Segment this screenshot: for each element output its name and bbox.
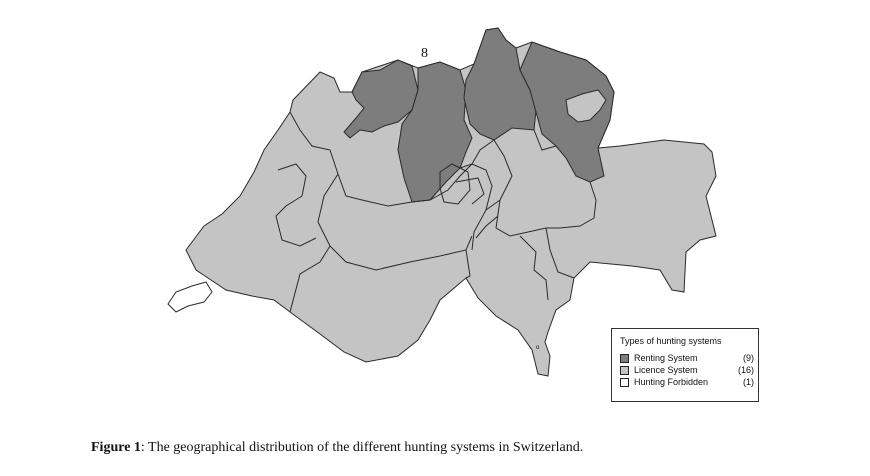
legend-label-forbidden: Hunting Forbidden — [634, 377, 709, 387]
canton-stgallen-thurgau-renting — [519, 41, 615, 183]
legend-item-forbidden: Hunting Forbidden (1) — [620, 377, 754, 388]
legend-item-renting: Renting System (9) — [620, 353, 754, 364]
legend-count-forbidden: (1) — [743, 377, 754, 387]
legend-swatch-forbidden — [620, 378, 629, 387]
canton-zurich-renting — [463, 27, 537, 141]
legend-label-renting: Renting System — [634, 353, 698, 363]
legend-count-renting: (9) — [743, 353, 754, 363]
legend-swatch-renting — [620, 354, 629, 363]
figure-caption-text: : The geographical distribution of the d… — [140, 440, 584, 455]
map-legend: Types of hunting systems Renting System … — [611, 328, 759, 402]
canton-geneva-forbidden — [167, 281, 213, 313]
canton-borders — [275, 111, 597, 313]
ticino-mark: o — [536, 345, 540, 351]
canton-appenzell-licence — [565, 89, 607, 123]
legend-count-licence: (16) — [737, 365, 754, 375]
figure-caption: Figure 1: The geographical distribution … — [91, 440, 583, 456]
legend-item-licence: Licence System (16) — [620, 365, 754, 376]
figure-caption-label: Figure 1 — [91, 440, 141, 455]
legend-title: Types of hunting systems — [620, 336, 722, 346]
canton-aargau-renting — [397, 61, 473, 203]
legend-label-licence: Licence System — [634, 365, 698, 375]
canton-basel-solothurn-renting — [343, 59, 419, 139]
legend-swatch-licence — [620, 366, 629, 375]
region-label-8: 8 — [421, 46, 428, 61]
